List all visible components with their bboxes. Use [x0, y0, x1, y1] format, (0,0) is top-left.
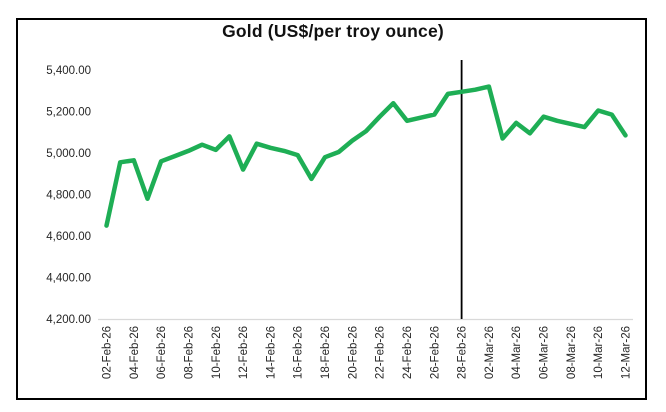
- x-axis-tick-label: 24-Feb-26: [402, 326, 414, 379]
- x-axis-tick-label: 06-Mar-26: [539, 326, 551, 379]
- x-axis-tick-label: 08-Feb-26: [183, 326, 195, 379]
- x-axis-tick-label: 08-Mar-26: [566, 326, 578, 379]
- y-axis-tick-label: 5,000.00: [46, 148, 91, 160]
- x-axis-tick-label: 18-Feb-26: [320, 326, 332, 379]
- x-axis-tick-label: 16-Feb-26: [293, 326, 305, 379]
- y-axis-tick-label: 4,200.00: [46, 314, 91, 326]
- y-axis-tick-label: 5,200.00: [46, 107, 91, 119]
- x-axis-tick-label: 20-Feb-26: [347, 326, 359, 379]
- gold-series-line: [104, 84, 628, 228]
- x-axis-tick-label: 22-Feb-26: [375, 326, 387, 379]
- y-axis-tick-label: 5,400.00: [46, 65, 91, 77]
- x-axis-tick-label: 10-Mar-26: [593, 326, 605, 379]
- x-axis-tick-label: 04-Mar-26: [511, 326, 523, 379]
- x-axis-tick-label: 14-Feb-26: [265, 326, 277, 379]
- y-axis-tick-label: 4,600.00: [46, 231, 91, 243]
- y-axis-tick-label: 4,800.00: [46, 190, 91, 202]
- x-axis-tick-label: 12-Mar-26: [621, 326, 633, 379]
- y-axis-tick-label: 4,400.00: [46, 273, 91, 285]
- x-axis-tick-label: 06-Feb-26: [156, 326, 168, 379]
- x-axis-tick-label: 26-Feb-26: [429, 326, 441, 379]
- chart-title: Gold (US$/per troy ounce): [222, 21, 444, 41]
- x-axis-tick-label: 28-Feb-26: [457, 326, 469, 379]
- chart-frame: [16, 18, 647, 400]
- x-axis-tick-label: 10-Feb-26: [211, 326, 223, 379]
- x-axis-tick-label: 04-Feb-26: [129, 326, 141, 379]
- x-axis-tick-label: 02-Feb-26: [102, 326, 114, 379]
- x-axis-tick-label: 12-Feb-26: [238, 326, 250, 379]
- x-axis-tick-label: 02-Mar-26: [484, 326, 496, 379]
